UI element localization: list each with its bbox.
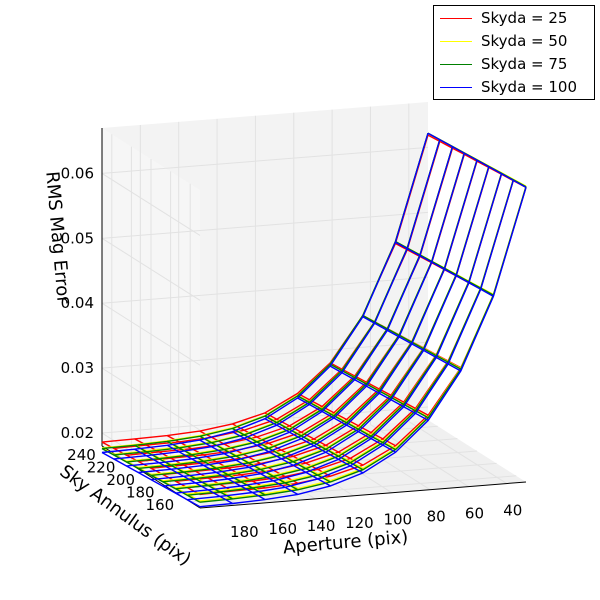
surface-wire [297,395,396,451]
legend-label: Skyda = 50 [481,32,568,50]
legend-entry: Skyda = 100 [434,77,594,99]
surface-wire [134,444,233,500]
y-tick-label: 220 [87,459,116,477]
surface-wire [264,418,364,474]
x-tick-label: 80 [427,508,446,526]
legend-entry: Skyda = 50 [434,31,594,53]
surface-wire [264,412,364,466]
gridline [101,341,429,369]
y-tick-label: 180 [126,483,155,501]
x-axis-line [199,481,527,509]
legend-entry: Skyda = 25 [434,8,594,30]
x-tick-label: 160 [268,520,297,538]
legend-label: Skyda = 25 [481,9,568,27]
surface-wire [134,448,233,505]
surface-wire [329,363,429,419]
surface-wire [329,362,429,416]
legend-swatch [440,41,472,42]
gridline [101,237,201,301]
gridline [170,462,497,490]
legend-swatch [440,18,472,19]
surface-wire [232,431,331,487]
surface-wire [166,440,266,496]
gridline [101,302,201,366]
surface-wire [297,397,396,453]
gridline [111,425,438,453]
surface-wire [101,451,201,508]
x-tick-label: 120 [345,514,374,532]
surface-wire [329,365,429,422]
gridline [101,146,429,174]
y-tick-label: 240 [67,446,96,464]
y-tick-label: 200 [106,471,135,489]
x-tick-label: 60 [465,505,484,523]
legend-swatch [440,64,472,65]
surface-wire [264,414,364,470]
z-tick-label: 0.02 [61,424,94,442]
legend-label: Skyda = 100 [481,78,577,96]
x-tick-label: 140 [307,517,336,535]
gridlines [101,103,517,506]
legend-entry: Skyda = 75 [434,54,594,76]
surface-wire [166,444,266,501]
gridline [101,276,429,304]
legend-swatch [440,87,472,88]
surface-wire [427,132,527,189]
x-tick-label: 100 [383,511,412,529]
surface-wire [395,241,494,298]
z-tick-label: 0.06 [61,164,94,182]
tick-labels: 4060801001201401601801601802002202400.02… [61,164,523,541]
surface-series [101,132,527,508]
surface-wire [264,415,364,471]
surface-wire [362,316,462,372]
surface-wire [101,447,201,503]
x-tick-label: 40 [503,502,522,520]
z-tick-label: 0.04 [61,294,94,312]
z-tick-label: 0.03 [61,359,94,377]
surface-wire [199,439,299,496]
surface-wire [297,392,396,447]
surfaces [101,132,527,508]
gridline [101,367,201,431]
legend-label: Skyda = 75 [481,55,568,73]
x-axis-label: Aperture (pix) [282,527,409,559]
y-tick-label: 160 [146,496,175,514]
z-axis-label: RMS Mag Error [41,170,74,305]
x-tick-label: 180 [230,523,259,541]
gridline [101,211,429,239]
z-tick-label: 0.05 [61,229,94,247]
gridline [101,173,201,236]
legend: Skyda = 25 Skyda = 50 Skyda = 75 Skyda =… [433,5,595,100]
